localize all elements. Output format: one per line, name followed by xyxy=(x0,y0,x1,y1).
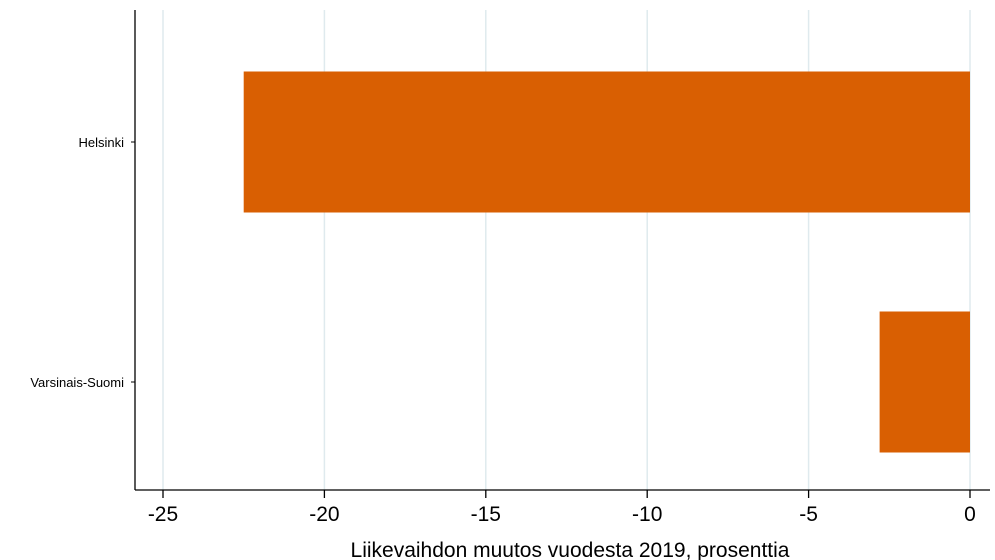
bar-varsinais-suomi xyxy=(879,311,970,453)
category-labels: Helsinki Varsinais-Suomi xyxy=(30,135,135,390)
x-axis-title: Liikevaihdon muutos vuodesta 2019, prose… xyxy=(351,539,790,560)
x-tick-label: -15 xyxy=(471,503,501,526)
x-tick-label: 0 xyxy=(964,503,976,526)
category-label: Helsinki xyxy=(78,135,124,150)
bar-helsinki xyxy=(243,71,970,213)
bars xyxy=(243,71,970,453)
category-label: Varsinais-Suomi xyxy=(30,375,124,390)
x-tick-label: -10 xyxy=(632,503,662,526)
x-tick-label: -5 xyxy=(799,503,818,526)
x-tick-label: -20 xyxy=(309,503,339,526)
x-tick-label: -25 xyxy=(148,503,178,526)
x-axis-ticks: -25 -20 -15 -10 -5 0 xyxy=(148,490,976,526)
